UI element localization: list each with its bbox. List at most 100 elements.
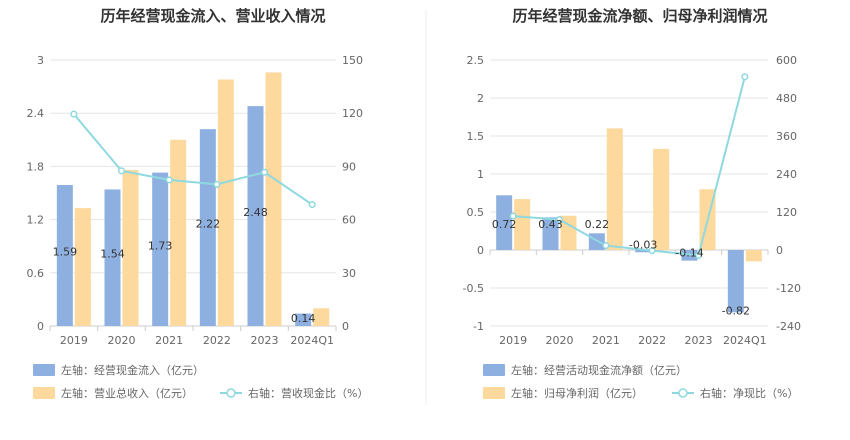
left-bar-series2 [313,308,330,326]
right-data-label: 0.22 [585,218,610,231]
left-bar-series1 [104,189,121,326]
left-left-tick-label: 3 [37,54,44,67]
left-line-point [260,168,269,176]
right-bar-series2 [514,199,531,250]
right-right-tick-label: 480 [776,92,797,105]
left-line-point [70,110,78,118]
right-line-point [602,242,610,250]
right-left-tick-label: 0.5 [467,206,485,219]
left-bar-series1 [56,185,73,326]
left-legend-line-marker [226,388,236,398]
right-bar-series1 [727,250,744,313]
right-legend-label: 右轴：净现比（%） [700,386,798,400]
right-right-tick-label: 240 [776,168,797,181]
right-bar-series1 [542,217,559,250]
right-bar-series2 [560,215,577,250]
left-legend-bar-swatch [33,364,55,376]
left-left-tick-label: 0 [37,320,44,333]
right-legend-line-marker [678,388,688,398]
right-data-label: -0.82 [722,304,750,317]
left-data-label: 2.48 [243,206,268,219]
right-category-label: 2022 [638,334,666,347]
right-line-series [513,76,746,257]
right-chart-title: 历年经营现金流净额、归母净利润情况 [512,7,767,25]
left-legend-bar-swatch [33,387,55,399]
left-left-tick-label: 1.8 [27,160,45,173]
right-bar-series2 [653,148,670,250]
right-legend-bar-swatch [483,387,505,399]
left-line-point [165,176,173,184]
left-legend-label: 左轴：营业总收入（亿元） [61,386,193,400]
left-bar-series2 [217,79,234,326]
right-left-tick-label: 1 [477,168,484,181]
left-category-label: 2021 [155,334,183,347]
left-data-label: 2.22 [196,218,221,231]
left-data-label: 1.59 [53,246,78,259]
left-category-label: 2019 [60,334,88,347]
right-right-tick-label: -240 [776,320,801,333]
right-bar-series2 [606,128,623,250]
left-line-point [308,200,316,209]
left-data-label: 1.54 [100,248,125,261]
right-bar-series1 [635,250,652,253]
left-bar-series2 [74,208,91,326]
right-legend-bar-swatch [483,364,505,376]
left-category-label: 2022 [203,334,231,347]
left-bar-series1 [247,106,264,327]
left-bar-series1 [295,313,312,326]
right-left-tick-label: 0 [477,244,484,257]
left-category-label: 2020 [108,334,136,347]
right-left-tick-label: 1.5 [467,130,485,143]
right-category-label: 2020 [546,334,574,347]
right-right-tick-label: -120 [776,282,801,295]
right-right-tick-label: 120 [776,206,797,219]
right-category-label: 2023 [685,334,713,347]
right-category-label: 2024Q1 [723,334,767,347]
right-line-point [509,212,517,220]
right-data-label: 0.72 [492,218,517,231]
left-bar-series2 [170,139,187,326]
right-left-tick-label: -0.5 [463,282,484,295]
left-right-tick-label: 150 [342,54,363,67]
right-line-point [648,247,656,255]
right-legend-label: 左轴：归母净利润（亿元） [511,386,643,400]
right-line-point [555,216,564,224]
left-bar-series1 [199,129,216,326]
right-legend-label: 左轴：经营活动现金流净额（亿元） [511,363,687,377]
right-left-tick-label: 2.5 [467,54,485,67]
right-bar-series2 [745,250,762,262]
right-right-tick-label: 600 [776,54,797,67]
left-right-tick-label: 60 [342,214,356,227]
left-bar-series2 [265,72,282,326]
left-line-point [213,180,221,188]
left-bar-series1 [152,172,169,326]
left-category-label: 2024Q1 [290,334,334,347]
left-chart-title: 历年经营现金流入、营业收入情况 [100,7,325,25]
right-data-label: -0.14 [675,247,703,260]
right-right-tick-label: 360 [776,130,797,143]
right-category-label: 2021 [592,334,620,347]
left-legend-label: 左轴：经营现金流入（亿元） [61,363,204,377]
left-line-series [73,113,313,206]
left-right-tick-label: 0 [342,320,349,333]
right-bar-series1 [496,195,513,250]
right-line-point [741,73,749,81]
right-left-tick-label: -1 [473,320,484,333]
left-bar-series2 [122,169,139,326]
left-line-point [117,167,126,175]
right-line-point [694,251,703,259]
right-left-tick-label: 2 [477,92,484,105]
left-data-label: 0.14 [291,312,316,325]
left-legend-label: 右轴：营收现金比（%） [248,386,368,400]
left-right-tick-label: 30 [342,267,356,280]
left-right-tick-label: 120 [342,107,363,120]
left-left-tick-label: 2.4 [27,107,45,120]
left-left-tick-label: 1.2 [27,214,45,227]
left-data-label: 1.73 [148,239,173,252]
right-data-label: -0.03 [629,238,657,251]
right-category-label: 2019 [499,334,527,347]
right-right-tick-label: 0 [776,244,783,257]
left-right-tick-label: 90 [342,160,356,173]
